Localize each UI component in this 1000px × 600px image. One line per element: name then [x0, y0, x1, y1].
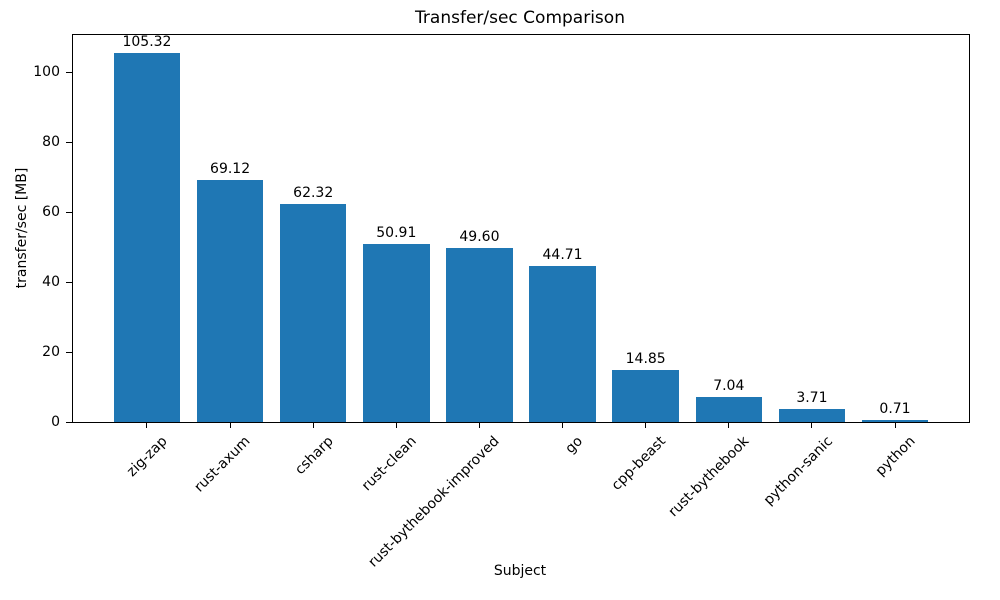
y-tick-mark [66, 211, 73, 213]
x-tick-label: zig-zap [123, 433, 171, 480]
x-tick-label: rust-clean [359, 433, 420, 495]
x-tick-mark [562, 422, 564, 428]
bar-value-label: 49.60 [459, 229, 500, 246]
y-tick-label: 20 [42, 344, 60, 361]
y-tick-mark [66, 71, 73, 73]
x-tick-mark [395, 422, 397, 428]
x-tick-mark [811, 422, 813, 428]
y-tick-label: 80 [42, 134, 60, 151]
y-axis-label: transfer/sec [MB] [14, 167, 30, 289]
bar [363, 243, 430, 422]
bar [529, 265, 596, 422]
bar [695, 397, 763, 422]
bar-value-label: 50.91 [376, 224, 417, 241]
x-tick-mark [312, 422, 314, 428]
x-tick-mark [146, 422, 148, 428]
bar-value-label: 62.32 [293, 184, 334, 201]
bar-value-label: 44.71 [542, 246, 583, 263]
bar [612, 370, 679, 422]
y-tick-mark [66, 281, 73, 283]
x-tick-label: cpp-beast [608, 433, 670, 494]
x-tick-label: csharp [292, 433, 337, 478]
x-tick-label: python-sanic [760, 433, 836, 509]
bar-value-label: 0.71 [879, 400, 911, 417]
bar-value-label: 14.85 [625, 351, 666, 368]
x-tick-label: python [872, 433, 919, 480]
y-tick-label: 0 [51, 414, 60, 430]
x-tick-label: rust-axum [191, 433, 254, 496]
x-tick-label: go [562, 433, 587, 457]
x-tick-mark [894, 422, 896, 428]
x-tick-label: rust-bythebook [665, 433, 753, 521]
bar [279, 203, 347, 422]
y-tick-label: 100 [33, 64, 60, 81]
y-tick-mark [66, 421, 73, 423]
bar-value-label: 7.04 [713, 378, 745, 395]
y-tick-mark [66, 351, 73, 353]
y-tick-mark [66, 141, 73, 143]
x-tick-mark [728, 422, 730, 428]
y-tick-label: 40 [42, 274, 60, 291]
x-axis-label: Subject [493, 563, 547, 579]
bar [778, 409, 846, 422]
bar [113, 53, 181, 422]
bar [446, 248, 513, 422]
x-tick-mark [645, 422, 647, 428]
chart-title: Transfer/sec Comparison [415, 8, 625, 28]
bar-value-label: 3.71 [796, 390, 828, 407]
bar [196, 180, 264, 422]
x-tick-mark [229, 422, 231, 428]
plot-area: 0 20 40 60 80 100 105.32 zig-zap 69.12 rust-axum 6… [33, 34, 970, 570]
bar [861, 419, 929, 422]
bar-value-label: 105.32 [122, 34, 172, 51]
y-tick-label: 60 [42, 204, 60, 221]
bar-value-label: 69.12 [210, 161, 251, 178]
x-tick-mark [478, 422, 480, 428]
